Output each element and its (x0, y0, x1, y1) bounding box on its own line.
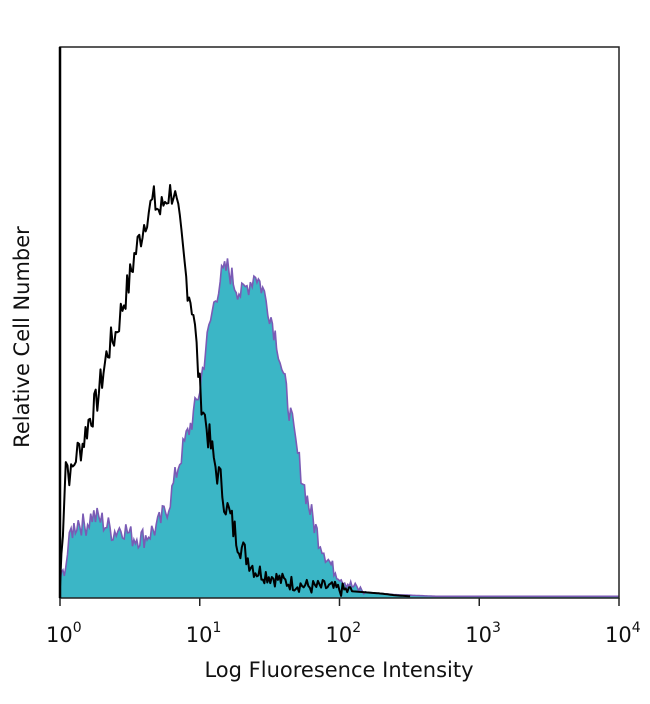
x-tick-label: 100 (46, 620, 82, 647)
control-histogram-line (59, 184, 411, 598)
y-axis-title: Relative Cell Number (10, 226, 34, 448)
stained-histogram-outline (59, 258, 619, 598)
plot-frame (59, 46, 620, 599)
x-tick-label: 101 (186, 620, 222, 647)
x-axis-title: Log Fluoresence Intensity (204, 658, 473, 682)
series-layer (59, 184, 619, 598)
x-tick-label: 102 (326, 620, 362, 647)
x-tick-layer: 100 101 102 103 104 (46, 598, 641, 647)
stained-histogram-fill (60, 258, 619, 598)
x-tick-label: 103 (465, 620, 501, 647)
x-tick-label: 104 (605, 620, 641, 647)
